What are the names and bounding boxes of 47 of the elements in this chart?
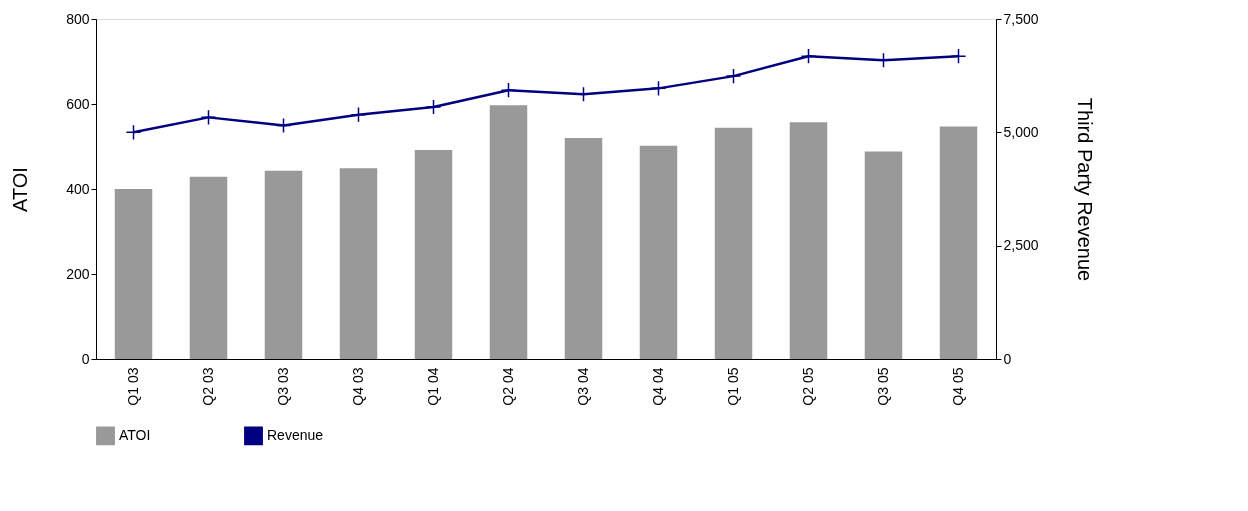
- point: [725, 68, 742, 84]
- bar: [564, 138, 603, 359]
- x-tick-label: Q4 05: [949, 367, 966, 406]
- bar: [189, 176, 228, 359]
- x-tick-label: Q1 03: [124, 367, 141, 406]
- x-tick-label: Q3 05: [874, 367, 891, 406]
- y-tick-label: 400: [66, 180, 90, 197]
- point: [500, 82, 517, 98]
- y-tick-label: 800: [66, 10, 90, 27]
- y-tick-label: 0: [81, 350, 90, 367]
- y2-tick-label: 7,500: [1003, 10, 1039, 27]
- x-tick-label: Q4 03: [349, 367, 366, 406]
- y-tick-label: 200: [66, 265, 90, 282]
- bar: [789, 122, 828, 359]
- y2-tick-label: 0: [1003, 350, 1012, 367]
- bar: [939, 126, 978, 359]
- x-tick-label: Q2 04: [499, 367, 516, 406]
- y-tick-label: 600: [66, 95, 90, 112]
- point: [800, 48, 817, 64]
- x-tick-label: Q3 04: [574, 367, 591, 406]
- x-tick-label: Q1 05: [724, 367, 741, 406]
- bar: [264, 170, 303, 359]
- bar: [714, 127, 753, 359]
- x-tick-label: Q4 04: [649, 367, 666, 406]
- x-tick-label: Q3 03: [274, 367, 291, 406]
- point: [275, 117, 292, 134]
- bar: [114, 189, 153, 359]
- y2-axis-title: Third Party Revenue: [1073, 97, 1096, 282]
- bar: [489, 105, 528, 359]
- point: [650, 80, 667, 97]
- y2-tick-label: 2,500: [1003, 237, 1039, 254]
- bar: [339, 168, 378, 359]
- x-tick-label: Q2 05: [799, 367, 816, 406]
- bar: [864, 151, 903, 359]
- point: [350, 106, 367, 123]
- legend-label: ATOI: [119, 426, 151, 443]
- y2-tick-label: 5,000: [1003, 123, 1039, 140]
- bar: [639, 145, 678, 359]
- point: [950, 48, 967, 64]
- x-tick-label: Q1 04: [424, 367, 441, 406]
- y-axis-title: ATOI: [9, 167, 32, 212]
- point: [200, 109, 217, 126]
- legend-label: Revenue: [267, 426, 324, 443]
- bar: [414, 149, 453, 359]
- x-tick-label: Q2 03: [199, 367, 216, 406]
- point: [425, 99, 442, 115]
- point: [125, 124, 142, 141]
